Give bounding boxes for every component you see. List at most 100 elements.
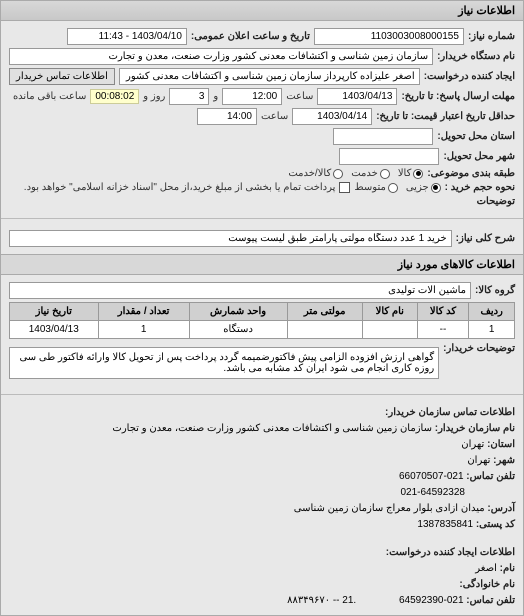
goods-info-header: اطلاعات کالاهای مورد نیاز xyxy=(1,254,523,275)
public-datetime-label: تاریخ و ساعت اعلان عمومی: xyxy=(191,31,310,42)
col-date: تاریخ نیاز xyxy=(10,303,99,321)
volume-label: نحوه حجم خرید : xyxy=(445,182,515,193)
divider-1 xyxy=(1,218,523,219)
phone2-value: 021-64592328 xyxy=(400,487,465,498)
cell-multi xyxy=(287,321,362,339)
radio-both-item[interactable]: کالا/خدمت xyxy=(288,168,343,179)
address-label: آدرس: xyxy=(487,503,515,514)
cell-date: 1403/04/13 xyxy=(10,321,99,339)
req-phone-label: تلفن تماس: xyxy=(466,595,515,606)
cell-qty: 1 xyxy=(98,321,189,339)
notes-label: توضیحات xyxy=(477,196,515,207)
req-name-value: اصغر xyxy=(475,563,497,574)
phone1-value: 021-66070507 xyxy=(399,471,464,482)
req-surname-label: نام خانوادگی: xyxy=(459,579,515,590)
postal-label: کد پستی: xyxy=(476,519,515,530)
treasury-checkbox-label: پرداخت تمام یا بخشی از مبلغ خرید،از محل … xyxy=(24,182,336,193)
delivery-city-input[interactable] xyxy=(339,148,439,165)
contact-info-button[interactable]: اطلاعات تماس خریدار xyxy=(9,68,115,85)
phone-label: تلفن تماس: xyxy=(466,471,515,482)
buyer-note-label: توضیحات خریدار: xyxy=(443,343,515,354)
validity-date-input[interactable] xyxy=(292,108,372,125)
cell-unit: دستگاه xyxy=(189,321,287,339)
req-phone-value: 021-64592390 xyxy=(399,595,464,606)
request-number-label: شماره نیاز: xyxy=(468,31,515,42)
radio-service-item[interactable]: خدمت xyxy=(351,168,390,179)
page-title: اطلاعات نیاز xyxy=(458,5,515,17)
goods-info-section: گروه کالا: ردیف کد کالا نام کالا مولتی م… xyxy=(1,275,523,390)
radio-medium-dot xyxy=(388,183,398,193)
delivery-city-label: شهر محل تحویل: xyxy=(443,151,515,162)
deadline-time-input[interactable] xyxy=(222,88,282,105)
radio-small-label: جزیی xyxy=(406,182,429,193)
remain-amount-label: و xyxy=(213,91,218,102)
cell-row: 1 xyxy=(469,321,515,339)
public-datetime-input[interactable] xyxy=(67,28,187,45)
validity-label: حداقل تاریخ اعتبار قیمت: تا تاریخ: xyxy=(376,111,515,122)
city-value: تهران xyxy=(467,455,490,466)
col-unit: واحد شمارش xyxy=(189,303,287,321)
need-info-section: شماره نیاز: تاریخ و ساعت اعلان عمومی: نا… xyxy=(1,21,523,214)
buyer-contact-header: اطلاعات تماس سازمان خریدار: xyxy=(385,407,515,418)
col-name: نام کالا xyxy=(362,303,417,321)
radio-medium-label: متوسط xyxy=(354,182,385,193)
org-name-label: نام سازمان خریدار: xyxy=(435,423,515,434)
remain-suffix-label: ساعت باقی مانده xyxy=(13,91,86,102)
buyer-note-box: گواهی ارزش افزوده الزامی پیش فاکتورضمیمه… xyxy=(9,347,439,379)
deadline-time-label: ساعت xyxy=(286,91,313,102)
col-code: کد کالا xyxy=(417,303,469,321)
radio-goods-dot xyxy=(413,169,423,179)
radio-small-dot xyxy=(431,183,441,193)
req-name-label: نام: xyxy=(500,563,515,574)
address-value: میدان ازادی بلوار معراج سازمان زمین شناس… xyxy=(294,503,485,514)
deadline-date-input[interactable] xyxy=(317,88,397,105)
buyer-org-label: نام دستگاه خریدار: xyxy=(437,51,515,62)
table-row[interactable]: 1 -- دستگاه 1 1403/04/13 xyxy=(10,321,515,339)
summary-input[interactable] xyxy=(9,230,452,247)
goods-group-input[interactable] xyxy=(9,282,471,299)
treasury-checkbox[interactable] xyxy=(339,182,350,193)
radio-service-label: خدمت xyxy=(351,168,378,179)
buyer-org-input[interactable] xyxy=(9,48,433,65)
deadline-label: مهلت ارسال پاسخ: تا تاریخ: xyxy=(401,91,515,102)
cell-name xyxy=(362,321,417,339)
summary-label: شرح کلی نیاز: xyxy=(456,233,515,244)
remain-time-display: 00:08:02 xyxy=(90,89,139,104)
radio-goods-label: کالا xyxy=(398,168,412,179)
postal-value: 1387835841 xyxy=(417,519,473,530)
buyer-contact-block: اطلاعات تماس سازمان خریدار: نام سازمان خ… xyxy=(1,399,523,539)
radio-medium-item[interactable]: متوسط xyxy=(354,182,397,193)
validity-time-input[interactable] xyxy=(197,108,257,125)
summary-section: شرح کلی نیاز: xyxy=(1,223,523,254)
delivery-province-label: استان محل تحویل: xyxy=(437,131,515,142)
cell-code: -- xyxy=(417,321,469,339)
goods-group-label: گروه کالا: xyxy=(475,285,515,296)
requester-input[interactable] xyxy=(119,68,420,85)
req-cell-value: .21 -- ۸۸۳۴۹۶۷۰ xyxy=(287,595,356,606)
radio-goods-item[interactable]: کالا xyxy=(398,168,424,179)
radio-service-dot xyxy=(380,169,390,179)
requester-info-header: اطلاعات ایجاد کننده درخواست: xyxy=(386,547,515,558)
requester-label: ایجاد کننده درخواست: xyxy=(424,71,515,82)
province-label: استان: xyxy=(487,439,515,450)
volume-radio-group: جزیی متوسط xyxy=(354,182,440,193)
province-value: تهران xyxy=(461,439,484,450)
table-header-row: ردیف کد کالا نام کالا مولتی متر واحد شما… xyxy=(10,303,515,321)
request-number-input[interactable] xyxy=(314,28,464,45)
remain-day-label: روز و xyxy=(143,91,165,102)
remain-amount-input xyxy=(169,88,209,105)
col-row: ردیف xyxy=(469,303,515,321)
col-multi: مولتی متر xyxy=(287,303,362,321)
classification-radio-group: کالا خدمت کالا/خدمت xyxy=(288,168,423,179)
radio-small-item[interactable]: جزیی xyxy=(406,182,441,193)
validity-time-label: ساعت xyxy=(261,111,288,122)
city-label: شهر: xyxy=(493,455,515,466)
col-qty: تعداد / مقدار xyxy=(98,303,189,321)
radio-both-label: کالا/خدمت xyxy=(288,168,331,179)
goods-table: ردیف کد کالا نام کالا مولتی متر واحد شما… xyxy=(9,302,515,339)
radio-both-dot xyxy=(333,169,343,179)
classification-label: طبقه بندی موضوعی: xyxy=(427,168,515,179)
org-name-value: سازمان زمین شناسی و اکتشافات معدنی کشور … xyxy=(112,423,432,434)
delivery-province-input[interactable] xyxy=(333,128,433,145)
requester-info-block: اطلاعات ایجاد کننده درخواست: نام: اصغر ن… xyxy=(1,539,523,615)
